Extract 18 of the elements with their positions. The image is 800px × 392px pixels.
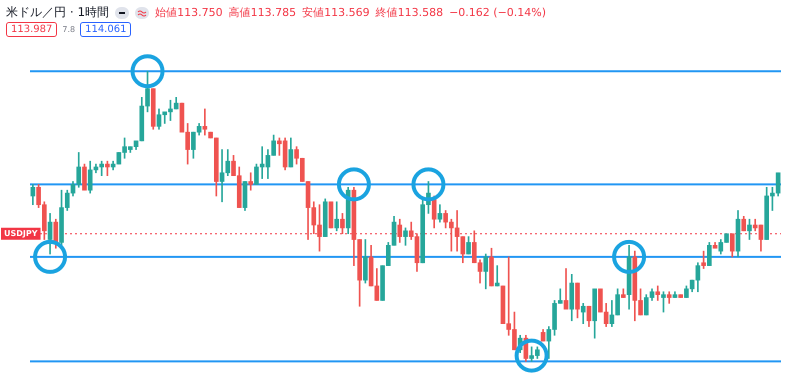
text: 終値113.588 bbox=[376, 5, 444, 20]
text: 7.8 bbox=[62, 25, 76, 34]
point bbox=[336, 167, 371, 202]
text: 始値113.750 bbox=[155, 5, 223, 20]
candlestick bbox=[661, 291, 666, 312]
text: −0.162 (−0.14%) bbox=[449, 6, 546, 19]
point bbox=[514, 338, 549, 373]
text: 高値113.785 bbox=[228, 5, 296, 20]
point bbox=[33, 240, 68, 274]
text: 安値113.569 bbox=[302, 5, 370, 20]
chart-title: 米ドル／円 · 1時間 bbox=[6, 4, 110, 21]
point bbox=[612, 240, 646, 274]
text: 114.061 bbox=[80, 22, 132, 37]
text: 113.987 bbox=[6, 22, 58, 37]
candlestick bbox=[564, 268, 568, 310]
point bbox=[130, 54, 165, 88]
ref-line-label: USDJPY bbox=[4, 228, 38, 238]
point bbox=[411, 167, 446, 202]
